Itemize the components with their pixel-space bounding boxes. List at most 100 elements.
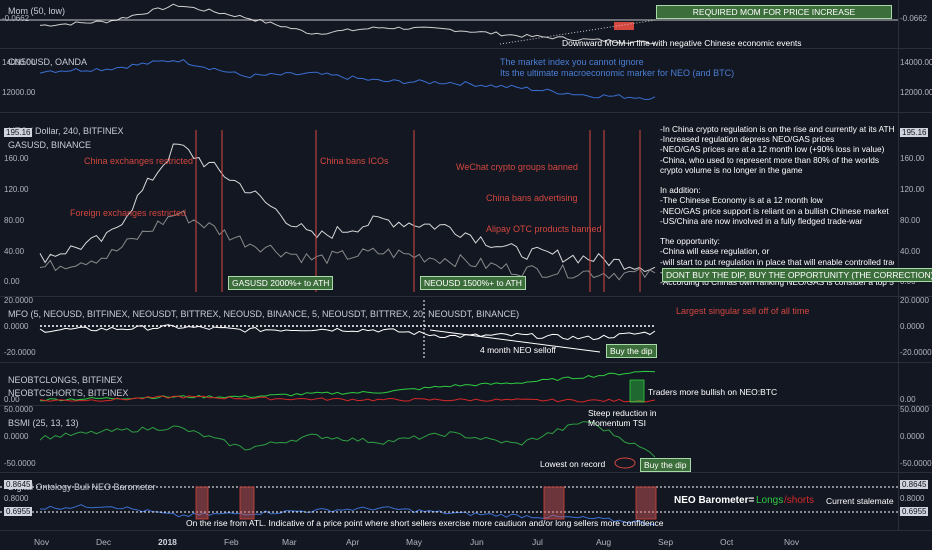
neo-tick-left-80: 80.00 — [4, 216, 25, 225]
bsmi-tick-left-50: 50.0000 — [4, 405, 33, 414]
neo-tick-left-160: 160.00 — [4, 154, 29, 163]
neo-tick-right-160: 160.00 — [900, 154, 925, 163]
cn50-tick-left-2: 12000.00 — [2, 88, 36, 97]
mfo-tick-left-neg20: -20.0000 — [4, 348, 36, 357]
neo-note-line: -will start to put regulation in place t… — [660, 256, 894, 267]
cn50-panel-label: CN50USD, OANDA — [8, 57, 88, 67]
neo-tick-left-40: 40.00 — [4, 247, 25, 256]
baro-highlight-3 — [635, 486, 657, 520]
selloff-arrow — [429, 329, 601, 353]
neo-ath-label: NEOUSD 1500%+ to ATH — [420, 276, 526, 290]
neo-note-line — [660, 175, 894, 185]
neo-tick-right-120: 120.00 — [900, 185, 925, 194]
neo-barometer-label: NEO Barometer= — [674, 495, 755, 506]
longs-label: Longs — [756, 495, 784, 506]
cn50-tick-right-2: 12000.00 — [900, 88, 932, 97]
baro-highlight-2 — [543, 486, 565, 520]
xtick-aug: Aug — [596, 537, 612, 547]
gas-ath-label: GASUSD 2000%+ to ATH — [228, 276, 334, 290]
neo-note-line: crypto volume is no longer in the game — [660, 164, 803, 175]
xtick-mar: Mar — [282, 537, 297, 547]
neo-tick-right-40: 40.00 — [900, 247, 921, 256]
neo-note-line: In addition: — [660, 185, 701, 196]
neo-tick-left-120: 120.00 — [4, 185, 29, 194]
mfo-tick-right-0: 0.0000 — [900, 322, 925, 331]
gas-panel-label: GASUSD, BINANCE — [8, 140, 92, 150]
neo-note-line: -In China crypto regulation is on the ri… — [660, 124, 894, 134]
neo-note-line: -China, who used to represent more than … — [660, 154, 880, 165]
mom-tick-right: -0.0662 — [900, 14, 928, 23]
neo-note-line: The opportunity: — [660, 236, 720, 247]
mfo-tick-left-0: 0.0000 — [4, 322, 29, 331]
series-line-3-0 — [39, 324, 656, 341]
alipay-note: Alipay OTC products banned — [486, 224, 602, 234]
neo-tick-left-0: 0.00 — [4, 277, 20, 286]
mom-panel-label: Mom (50, low) — [8, 6, 66, 16]
baro-highlight-0 — [195, 486, 209, 520]
downward-mom-note: Downward MOM in line with negative Chine… — [562, 38, 802, 48]
cn50-tick-left-1: 14000.00 — [2, 58, 36, 67]
dont-buy-dip-label: DONT BUY THE DIP, BUY THE OPPORTUNITY (T… — [662, 268, 932, 282]
series-line-2-1 — [39, 210, 656, 281]
shorts-panel-label: NEOBTCSHORTS, BITFINEX — [8, 388, 129, 398]
lowest-record-ellipse — [614, 457, 636, 469]
mom-tick-left: -0.0662 — [2, 14, 30, 23]
series-line-6-0 — [39, 504, 656, 526]
mfo-tick-right-20: 20.0000 — [900, 296, 929, 305]
neo-note-line: -The Chinese Economy is at a 12 month lo… — [660, 195, 823, 206]
cn50-tick-right-1: 14000.00 — [900, 58, 932, 67]
series-line-4-0 — [39, 370, 656, 402]
xtick-apr: Apr — [346, 537, 360, 547]
four-month-selloff-note: 4 month NEO selloff — [480, 345, 556, 355]
largest-selloff-note: Largest singular sell off of all time — [676, 306, 810, 316]
series-line-5-0 — [39, 421, 656, 458]
xtick-may: May — [406, 537, 423, 547]
series-line-0-0 — [39, 3, 656, 45]
xtick-2018: 2018 — [158, 537, 177, 547]
required-mom-label: REQUIRED MOM FOR PRICE INCREASE — [656, 5, 892, 19]
baro-tick-right-high: 0.8645 — [900, 480, 929, 489]
series-line-4-1 — [39, 395, 656, 403]
neo-price-tag-right: 195.16 — [900, 128, 929, 137]
lowest-record-note: Lowest on record — [540, 459, 606, 469]
market-index-note-1: The market index you cannot ignore — [500, 57, 644, 67]
mfo-tick-right-neg20: -20.0000 — [900, 348, 932, 357]
neo-note-line: -According to Chinas own ranking NEO/GAS… — [660, 277, 894, 288]
barometer-panel-label: Digital Ontology Bull NEO Barometer — [8, 482, 156, 492]
baro-tick-right-mid: 0.8000 — [900, 494, 925, 503]
china-exchanges-note: China exchanges restricted — [84, 156, 194, 166]
bsmi-tick-left-0: 0.0000 — [4, 432, 29, 441]
baro-tick-right-low: 0.6955 — [900, 507, 929, 516]
neo-note-line: -NEO/GAS price support is reliant on a b… — [660, 205, 889, 216]
bsmi-panel-label: BSMI (25, 13, 13) — [8, 418, 79, 428]
mfo-tick-left-20: 20.0000 — [4, 296, 33, 305]
neo-price-tag-left: 195.16 — [4, 128, 33, 137]
mom-marker — [614, 22, 634, 30]
xtick-oct: Oct — [720, 537, 734, 547]
longs-panel-label: NEOBTCLONGS, BITFINEX — [8, 375, 123, 385]
series-line-2-0 — [39, 143, 656, 273]
bsmi-tick-left-neg50: -50.0000 — [4, 459, 36, 468]
shorts-label: /shorts — [784, 495, 815, 506]
neo-note-line — [660, 226, 894, 236]
bsmi-tick-right-neg50: -50.0000 — [900, 459, 932, 468]
baro-tick-left-mid: 0.8000 — [4, 494, 29, 503]
neo-panel-label: NEO / Dollar, 240, BITFINEX — [8, 126, 124, 136]
neo-tick-right-80: 80.00 — [900, 216, 921, 225]
bsmi-tick-right-50: 50.0000 — [900, 405, 929, 414]
china-bans-icos-note: China bans ICOs — [320, 156, 389, 166]
baro-tick-left-low: 0.6955 — [4, 507, 33, 516]
xtick-jun: Jun — [470, 537, 484, 547]
steep-reduction-note-2: Momentum TSI — [588, 418, 646, 428]
neo-note-line: -China will ease regulation, or — [660, 246, 770, 257]
baro-highlight-1 — [239, 486, 255, 520]
xtick-nov-2: Nov — [784, 537, 800, 547]
longs-highlight — [629, 379, 645, 403]
rise-from-atl-note: On the rise from ATL. Indicative of a pr… — [186, 518, 664, 528]
stalemate-label: Current stalemate — [826, 496, 894, 506]
neo-analysis-notes: -In China crypto regulation is on the ri… — [660, 124, 894, 287]
xtick-feb: Feb — [224, 537, 239, 547]
mom-trend-line — [499, 19, 657, 45]
market-index-note-2: Its the ultimate macroeconomic marker fo… — [500, 68, 735, 78]
